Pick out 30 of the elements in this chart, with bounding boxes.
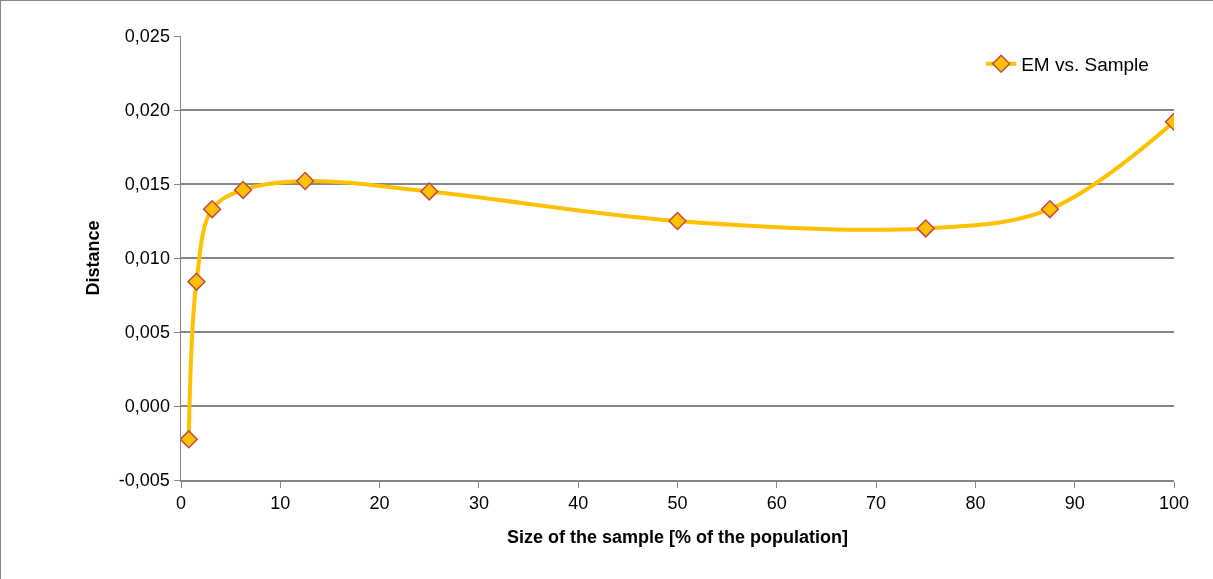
x-tick-label: 0 — [175, 493, 187, 514]
x-tick-label: 50 — [667, 493, 688, 514]
x-tick-label: 30 — [468, 493, 489, 514]
y-tick-label: 0,025 — [124, 26, 170, 47]
x-tick-label: 100 — [1158, 493, 1190, 514]
x-tick-label: 90 — [1064, 493, 1085, 514]
x-tick-label: 20 — [369, 493, 390, 514]
y-tick-label: 0,015 — [124, 174, 170, 195]
y-axis-title: Distance — [83, 220, 104, 296]
point — [295, 171, 315, 191]
x-axis-title: Size of the sample [% of the population] — [506, 526, 849, 547]
y-tick-label: 0,010 — [124, 248, 170, 269]
point — [233, 180, 253, 200]
legend-label: EM vs. Sample — [1021, 54, 1149, 76]
x-tick-label: 60 — [766, 493, 787, 514]
x-tick-label: 70 — [866, 493, 887, 514]
y-tick-label: 0,005 — [124, 322, 170, 343]
point — [916, 219, 935, 238]
point — [1040, 199, 1060, 219]
x-tick-label: 80 — [965, 493, 986, 514]
point — [420, 182, 439, 201]
point — [181, 430, 198, 449]
y-tick-label: -0,005 — [118, 470, 170, 491]
y-tick-label: 0,000 — [124, 396, 170, 417]
x-tick-label: 40 — [568, 493, 589, 514]
point — [668, 211, 687, 231]
point — [202, 199, 222, 219]
point — [187, 272, 206, 291]
x-tick-label: 10 — [270, 493, 291, 514]
y-tick-label: 0,020 — [124, 100, 170, 121]
